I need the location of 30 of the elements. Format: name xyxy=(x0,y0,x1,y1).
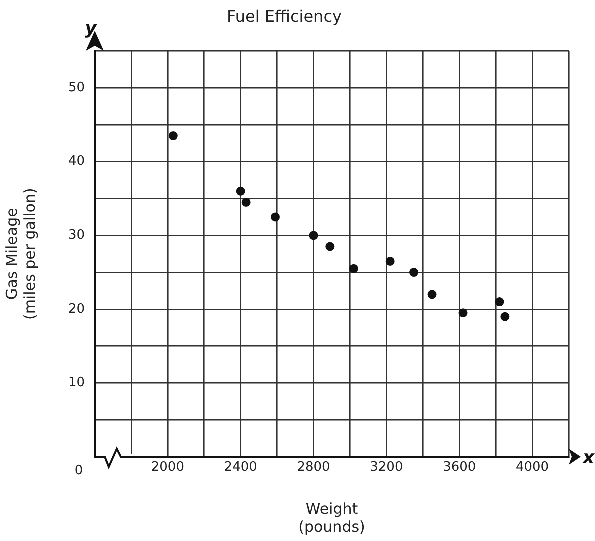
point xyxy=(270,212,280,222)
x-tick-label: 4000 xyxy=(516,460,550,476)
point xyxy=(168,132,178,141)
y-tick-label: 30 xyxy=(68,228,85,244)
point xyxy=(495,298,504,307)
x-tick-label: 2000 xyxy=(151,460,184,476)
text: x xyxy=(582,448,595,469)
chart-title: Fuel Efficiency xyxy=(227,6,342,26)
point xyxy=(326,242,335,252)
x-tick-label: 2400 xyxy=(224,460,258,476)
text: 0 xyxy=(74,463,84,478)
x-tick-label: 3200 xyxy=(370,460,404,476)
point xyxy=(458,308,468,318)
point xyxy=(410,268,419,278)
point xyxy=(428,290,437,300)
point xyxy=(386,256,395,266)
x-axis-title: Weight (pounds) xyxy=(298,500,366,536)
point xyxy=(349,264,358,274)
y-tick-label: 20 xyxy=(68,302,85,317)
point xyxy=(309,231,318,240)
point xyxy=(500,312,510,322)
y-tick-label: 40 xyxy=(68,154,85,170)
text: y xyxy=(85,18,98,39)
y-tick-label: 50 xyxy=(68,80,85,96)
y-tick-label: 10 xyxy=(68,376,85,391)
point xyxy=(242,198,251,207)
point xyxy=(236,186,246,196)
x-tick-label: 2800 xyxy=(297,460,330,476)
y-axis-title: Gas Mileage (miles per gallon) xyxy=(2,188,39,320)
x-tick-label: 3600 xyxy=(443,460,476,476)
